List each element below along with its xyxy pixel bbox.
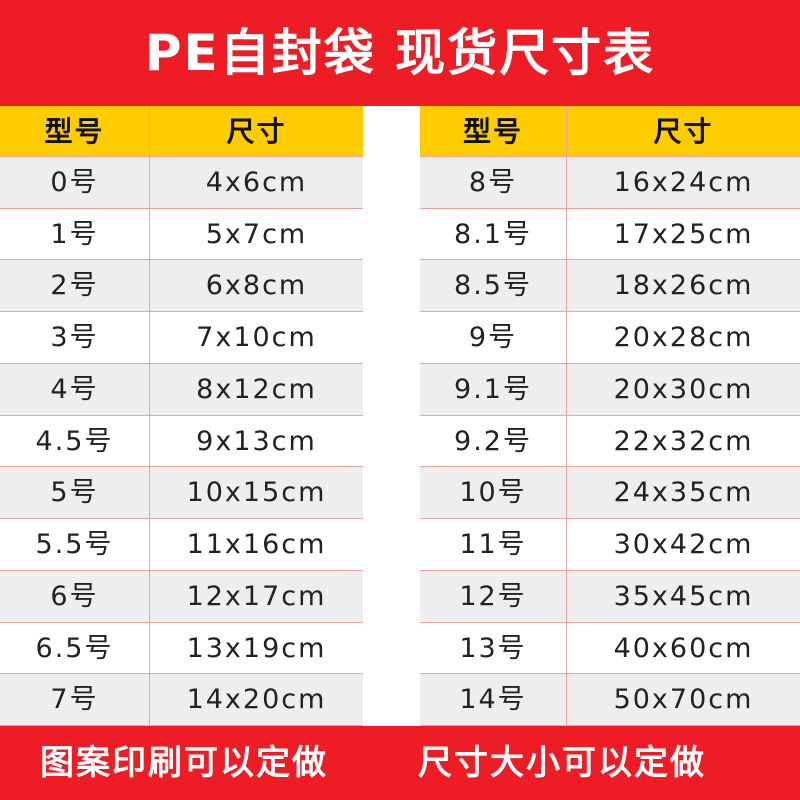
size-cell: 17x25cm [567,208,800,261]
model-cell: 6号 [0,570,150,623]
model-cell: 11号 [420,519,567,571]
column-header: 型号 [0,106,150,157]
right-table: 型号 尺寸 8号 16x24cm 8.1号 17x25cm 8.5号 18x26cm 9号 20x… [420,106,800,726]
model-cell: 4.5号 [0,415,150,468]
column-header: 尺寸 [567,106,800,157]
model-cell: 8.1号 [420,208,567,261]
model-cell: 10号 [420,467,567,520]
model-cell: 9.2号 [420,415,567,468]
size-cell: 13x19cm [150,622,363,675]
model-cell: 8.5号 [420,260,567,313]
column-header: 尺寸 [150,106,363,157]
model-cell: 1号 [0,208,150,261]
model-cell: 4号 [0,363,150,416]
size-cell: 8x12cm [150,363,363,416]
size-cell: 10x15cm [150,467,363,520]
model-cell: 7号 [0,674,150,726]
size-cell: 20x28cm [567,312,800,364]
size-cell: 40x60cm [567,622,800,675]
size-cell: 24x35cm [567,467,800,520]
model-cell: 9号 [420,312,567,364]
title-band: PE自封袋 现货尺寸表 [0,0,800,106]
model-cell: 5号 [0,467,150,520]
size-cell: 14x20cm [150,674,363,726]
model-cell: 3号 [0,312,150,364]
size-cell: 16x24cm [567,157,800,209]
size-cell: 18x26cm [567,260,800,313]
title: PE自封袋 现货尺寸表 [144,24,656,82]
model-cell: 13号 [420,622,567,675]
size-cell: 22x32cm [567,415,800,468]
column-header: 型号 [420,106,567,157]
model-cell: 12号 [420,570,567,623]
model-cell: 9.1号 [420,363,567,416]
size-cell: 20x30cm [567,363,800,416]
footer-text: 尺寸大小可以定做 [418,743,706,783]
left-table: 型号 尺寸 0号 4x6cm 1号 5x7cm 2号 6x8cm 3号 7x10cm 4号 8x12c… [0,106,363,726]
size-cell: 6x8cm [150,260,363,313]
size-cell: 50x70cm [567,674,800,726]
size-cell: 7x10cm [150,312,363,364]
footer-band: 图案印刷可以定做 尺寸大小可以定做 [0,726,800,800]
model-cell: 6.5号 [0,622,150,675]
footer-text: 图案印刷可以定做 [40,743,328,783]
model-cell: 2号 [0,260,150,313]
model-cell: 5.5号 [0,519,150,571]
size-cell: 35x45cm [567,570,800,623]
size-cell: 11x16cm [150,519,363,571]
size-cell: 4x6cm [150,157,363,209]
size-cell: 12x17cm [150,570,363,623]
model-cell: 14号 [420,674,567,726]
size-cell: 30x42cm [567,519,800,571]
size-cell: 9x13cm [150,415,363,468]
model-cell: 0号 [0,157,150,209]
model-cell: 8号 [420,157,567,209]
size-cell: 5x7cm [150,208,363,261]
